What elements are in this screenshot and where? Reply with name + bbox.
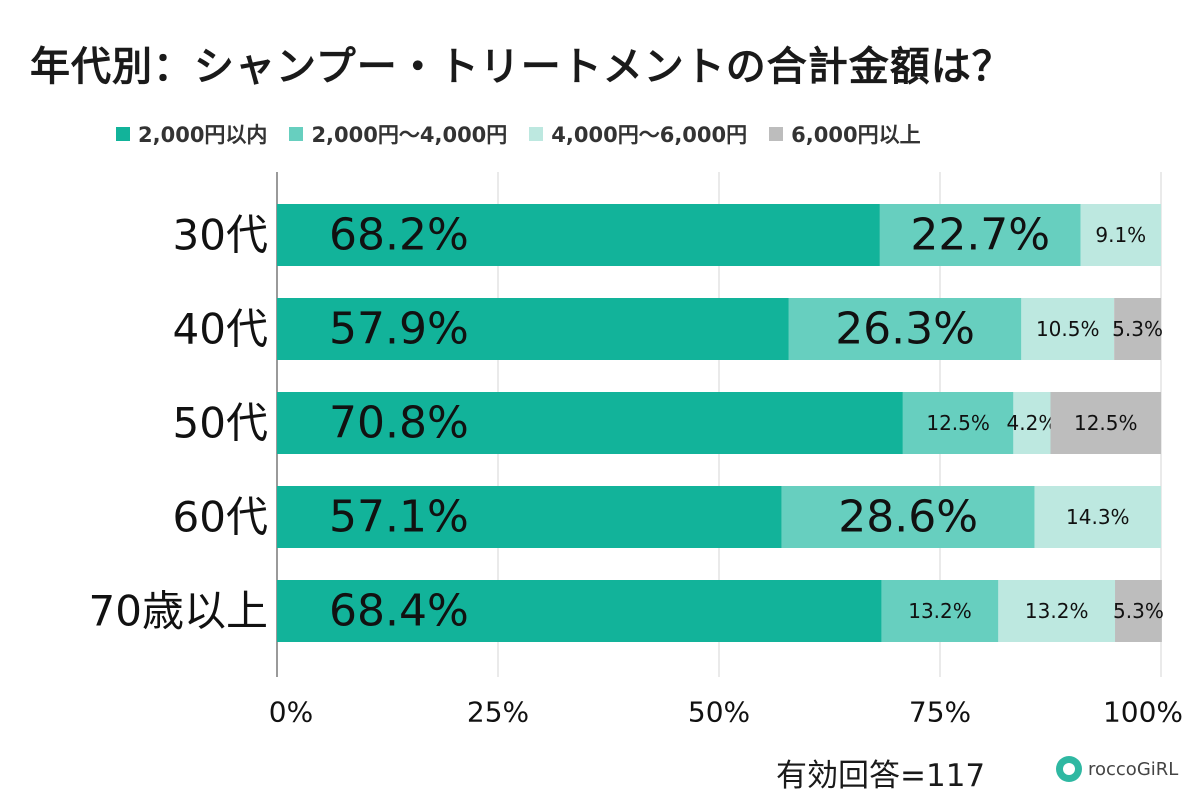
bar-segment (1013, 392, 1051, 454)
data-label: 13.2% (908, 599, 972, 623)
legend-label: 2,000円以内 (138, 123, 268, 147)
legend-swatch (289, 127, 304, 141)
bar-segment (781, 486, 1035, 548)
bar-segment (277, 298, 789, 360)
bar-segment (277, 204, 880, 266)
legend-item: 4,000円～6,000円 (529, 119, 747, 149)
data-label: 10.5% (1036, 317, 1100, 341)
data-label: 12.5% (926, 411, 990, 435)
legend: 2,000円以内 2,000円～4,000円 4,000円～6,000円 6,000円… (116, 118, 921, 150)
data-label: 14.3% (1066, 505, 1130, 529)
data-label: 9.1% (1095, 223, 1146, 247)
data-label: 57.9% (329, 304, 469, 355)
data-label: 68.4% (329, 586, 469, 637)
bar-segment (1115, 580, 1162, 642)
legend-swatch (769, 127, 784, 141)
brand-logo-icon (1056, 756, 1082, 782)
bar-segment (1021, 298, 1115, 360)
category-label: 50代 (173, 399, 268, 448)
data-label: 28.6% (838, 492, 978, 543)
data-label: 4.2% (1007, 411, 1058, 435)
legend-label: 4,000円～6,000円 (551, 123, 748, 147)
sample-size-note: 有効回答=117 (776, 758, 986, 794)
legend-label: 6,000円以上 (791, 123, 921, 147)
x-tick-label: 0% (269, 696, 313, 729)
bar-segment (788, 298, 1022, 360)
data-label: 68.2% (329, 210, 469, 261)
legend-swatch (529, 127, 544, 141)
category-label: 60代 (173, 493, 268, 542)
legend-label: 2,000円～4,000円 (311, 123, 508, 147)
legend-item: 2,000円以内 (116, 119, 267, 149)
data-label: 5.3% (1113, 599, 1164, 623)
x-tick-label: 75% (909, 696, 971, 729)
legend-swatch (116, 127, 130, 141)
bar-segment (881, 580, 999, 642)
data-label: 5.3% (1112, 317, 1163, 341)
x-tick-label: 50% (688, 696, 750, 729)
legend-item: 6,000円以上 (769, 119, 921, 149)
x-tick-label: 100% (1103, 696, 1183, 729)
bar-segment (902, 392, 1014, 454)
category-label: 40代 (173, 305, 268, 354)
data-label: 70.8% (329, 398, 469, 449)
bar-segment (1050, 392, 1161, 454)
data-label: 12.5% (1074, 411, 1138, 435)
data-label: 22.7% (910, 210, 1050, 261)
bar-segment (277, 392, 903, 454)
category-label: 30代 (173, 211, 268, 260)
chart-title: 年代別：シャンプー・トリートメントの合計金額は？ (30, 44, 1013, 90)
bar-segment (879, 204, 1081, 266)
bar-segment (1034, 486, 1161, 548)
x-tick-label: 25% (467, 696, 529, 729)
bar-chart: 68.2% 22.7% 9.1% 30代 57.9% 26.3% 10.5% 5.3% 40代 7… (89, 172, 1183, 729)
bar-segment (1114, 298, 1161, 360)
legend-item: 2,000円～4,000円 (289, 119, 507, 149)
brand-name: roccoGiRL (1088, 758, 1179, 780)
brand-logo: roccoGiRL (1056, 756, 1178, 782)
bar-segment (998, 580, 1116, 642)
data-label: 57.1% (329, 492, 469, 543)
category-label: 70歳以上 (89, 587, 268, 636)
bar-segment (1080, 204, 1161, 266)
data-label: 26.3% (835, 304, 975, 355)
data-label: 13.2% (1025, 599, 1089, 623)
bar-segment (277, 486, 782, 548)
bar-segment (277, 580, 882, 642)
